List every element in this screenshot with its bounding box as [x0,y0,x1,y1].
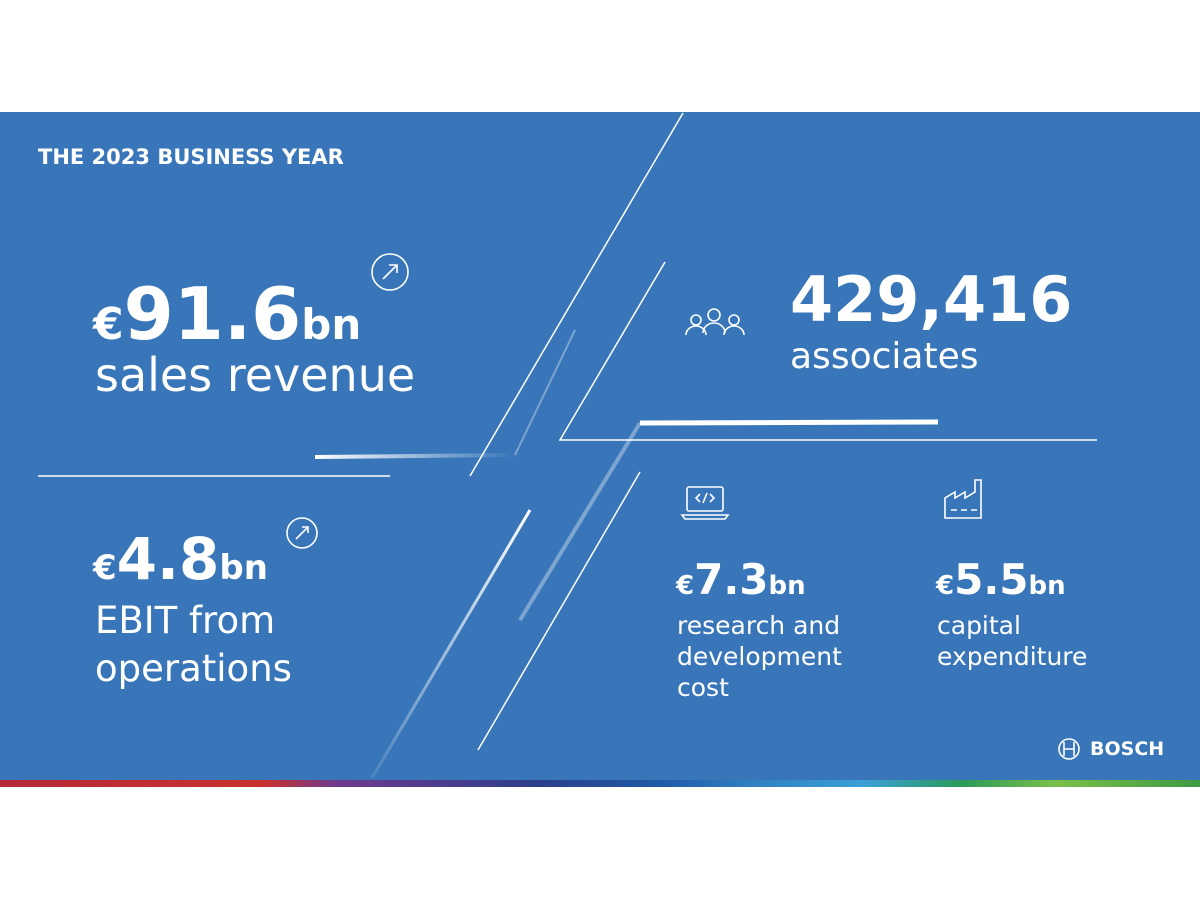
currency: € [93,299,124,350]
unit: bn [301,300,362,349]
amount: 5.5 [954,555,1029,604]
figure: €91.6bn [93,272,361,356]
amount: 91.6 [123,272,302,356]
lines [38,112,1097,751]
icons [286,253,1080,760]
figure-label: EBIT from operations [95,599,292,690]
unit: bn [1028,571,1066,601]
amount: 429,416 [790,263,1073,336]
unit: bn [768,571,806,601]
amount: 4.8 [116,525,220,593]
figure-label: capital expenditure [937,611,1088,671]
amount: 7.3 [694,555,769,604]
figure: €5.5bn [936,555,1066,604]
figure-label: associates [790,336,979,377]
panel [0,112,1200,780]
figure-label: research and development cost [677,611,842,702]
title: THE 2023 BUSINESS YEAR [38,145,344,169]
figure: €7.3bn [676,555,806,604]
figure: €4.8bn [93,525,268,593]
currency: € [936,571,955,601]
currency: € [676,571,695,601]
brand: BOSCH [1090,738,1165,760]
figure-label: sales revenue [95,348,416,402]
currency: € [93,548,117,588]
color-stripe [0,780,1200,787]
unit: bn [219,548,268,588]
